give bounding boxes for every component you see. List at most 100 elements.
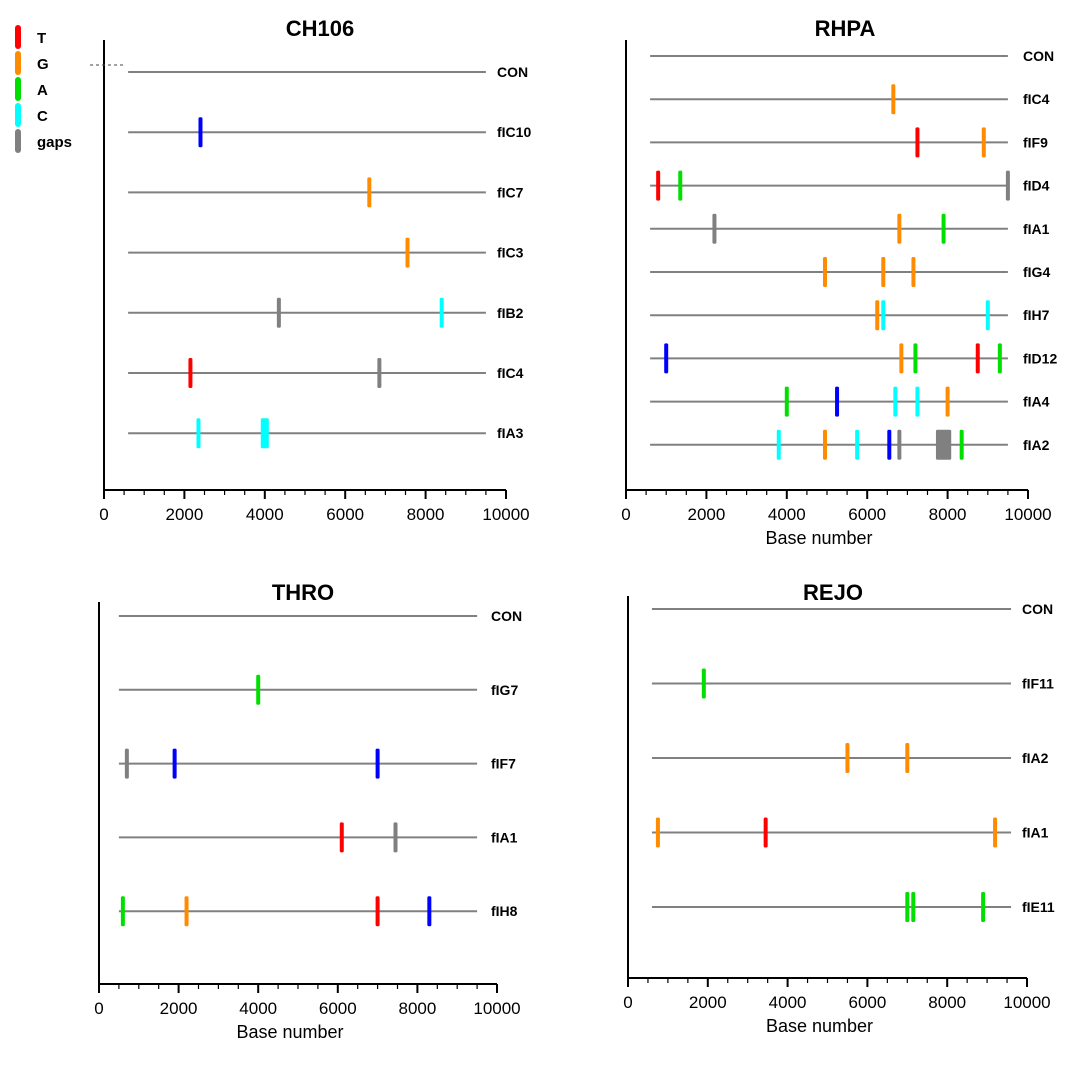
x-tick-label: 8000 bbox=[398, 999, 436, 1018]
variation-mark bbox=[935, 429, 952, 460]
variation-mark bbox=[855, 429, 860, 460]
sequence-row-con: CON bbox=[651, 601, 1053, 617]
x-tick-label: 4000 bbox=[246, 505, 284, 524]
sequence-label: fIA2 bbox=[1022, 750, 1049, 766]
chart-panels: CH106 0 2000 4000 6000 8000 10000 CON fIC10 fIC7 f… bbox=[90, 16, 1057, 1042]
sequence-label: CON bbox=[1022, 601, 1053, 617]
sequence-label: CON bbox=[491, 608, 522, 624]
variation-mark bbox=[887, 429, 892, 460]
x-tick-label: 6000 bbox=[848, 993, 886, 1012]
x-tick-label: 2000 bbox=[689, 993, 727, 1012]
variation-mark bbox=[405, 237, 410, 268]
sequence-label: fIA1 bbox=[1022, 825, 1049, 841]
sequence-label: fIC7 bbox=[497, 184, 524, 200]
sequence-label: fIE11 bbox=[1022, 899, 1055, 915]
x-tick-label: 8000 bbox=[407, 505, 445, 524]
sequence-row-con: CON bbox=[650, 48, 1054, 64]
sequence-label: CON bbox=[497, 64, 528, 80]
sequence-row-fie11: fIE11 bbox=[651, 892, 1055, 922]
variation-mark bbox=[701, 668, 706, 699]
sequence-row-fid12: fID12 bbox=[650, 343, 1057, 374]
variation-mark bbox=[260, 418, 269, 449]
sequence-row-fic10: fIC10 bbox=[128, 117, 531, 148]
variation-mark bbox=[172, 748, 177, 779]
panel-title: THRO bbox=[272, 580, 334, 605]
x-tick-label: 0 bbox=[621, 505, 630, 524]
variation-mark bbox=[188, 358, 193, 388]
variation-mark bbox=[656, 170, 661, 201]
sequence-row-fig7: fIG7 bbox=[118, 674, 518, 705]
variation-mark bbox=[776, 429, 781, 460]
variation-mark bbox=[427, 896, 432, 927]
x-tick-label: 2000 bbox=[160, 999, 198, 1018]
sequence-label: fID4 bbox=[1023, 178, 1050, 194]
legend-swatch-T bbox=[15, 25, 21, 49]
variation-mark bbox=[367, 177, 372, 208]
sequence-row-fid4: fID4 bbox=[650, 170, 1050, 201]
variation-mark bbox=[339, 822, 344, 853]
sequence-row-fic4: fIC4 bbox=[650, 84, 1050, 115]
variation-mark bbox=[375, 748, 380, 779]
sequence-row-fig4: fIG4 bbox=[650, 257, 1050, 287]
sequence-label: fIC4 bbox=[497, 365, 524, 381]
sequence-label: fIA2 bbox=[1023, 437, 1050, 453]
sequence-label: fIA1 bbox=[491, 829, 518, 845]
legend-label-A: A bbox=[37, 82, 48, 99]
variation-mark bbox=[915, 127, 920, 158]
sequence-label: fIH7 bbox=[1023, 307, 1050, 323]
variation-mark bbox=[959, 429, 964, 460]
variation-mark bbox=[993, 817, 998, 848]
variation-mark bbox=[911, 892, 916, 922]
variation-mark bbox=[784, 386, 789, 417]
x-tick-label: 8000 bbox=[929, 505, 967, 524]
x-tick-label: 10000 bbox=[473, 999, 520, 1018]
sequence-row-con: CON bbox=[118, 608, 522, 624]
sequence-row-fih7: fIH7 bbox=[650, 300, 1050, 331]
x-tick-label: 0 bbox=[623, 993, 632, 1012]
variation-mark bbox=[905, 892, 910, 922]
x-tick-label: 6000 bbox=[319, 999, 357, 1018]
sequence-row-fia2: fIA2 bbox=[651, 743, 1049, 773]
variation-mark bbox=[198, 117, 203, 148]
sequence-label: fIG7 bbox=[491, 682, 518, 698]
sequence-row-fia2: fIA2 bbox=[650, 429, 1050, 460]
variation-mark bbox=[911, 257, 916, 287]
sequence-row-fia1: fIA1 bbox=[118, 822, 518, 853]
variation-mark bbox=[763, 817, 768, 848]
variation-mark bbox=[975, 343, 980, 374]
sequence-row-fif9: fIF9 bbox=[650, 127, 1048, 158]
sequence-label: fIA1 bbox=[1023, 221, 1050, 237]
sequence-row-fic4: fIC4 bbox=[128, 358, 524, 388]
legend-label-gaps: gaps bbox=[37, 134, 72, 151]
variation-mark bbox=[881, 300, 886, 331]
variation-mark bbox=[124, 748, 129, 779]
x-tick-label: 2000 bbox=[687, 505, 725, 524]
variation-mark bbox=[822, 429, 827, 460]
x-axis-label: Base number bbox=[236, 1022, 343, 1042]
variation-mark bbox=[184, 896, 189, 927]
variation-mark bbox=[915, 386, 920, 417]
x-tick-label: 0 bbox=[99, 505, 108, 524]
sequence-label: fIF9 bbox=[1023, 134, 1048, 150]
sequence-label: CON bbox=[1023, 48, 1054, 64]
sequence-label: fIA3 bbox=[497, 425, 524, 441]
legend-swatch-gaps bbox=[15, 129, 21, 153]
variation-mark bbox=[891, 84, 896, 115]
x-tick-label: 4000 bbox=[768, 505, 806, 524]
variation-mark bbox=[393, 822, 398, 853]
variation-mark bbox=[822, 257, 827, 287]
sequence-label: fID12 bbox=[1023, 350, 1057, 366]
sequence-label: fIF7 bbox=[491, 756, 516, 772]
variation-mark bbox=[875, 300, 880, 331]
variation-mark bbox=[905, 743, 910, 773]
x-axis-label: Base number bbox=[766, 1016, 873, 1036]
variation-mark bbox=[897, 429, 902, 460]
variation-mark bbox=[981, 892, 986, 922]
variation-mark bbox=[655, 817, 660, 848]
sequence-row-fih8: fIH8 bbox=[118, 896, 518, 927]
legend-label-G: G bbox=[37, 56, 49, 73]
variation-mark bbox=[899, 343, 904, 374]
x-tick-label: 6000 bbox=[326, 505, 364, 524]
variation-mark bbox=[375, 896, 380, 927]
sequence-label: fIA4 bbox=[1023, 394, 1050, 410]
